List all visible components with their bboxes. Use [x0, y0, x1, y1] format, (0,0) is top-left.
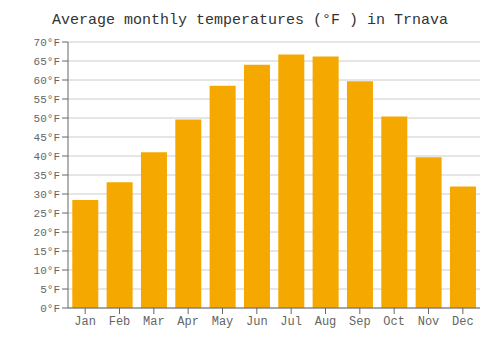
svg-text:55°F: 55°F [34, 94, 60, 106]
svg-text:Jun: Jun [246, 315, 268, 329]
svg-text:25°F: 25°F [34, 208, 60, 220]
svg-text:35°F: 35°F [34, 170, 60, 182]
svg-text:Jul: Jul [280, 315, 302, 329]
svg-text:Jan: Jan [74, 315, 96, 329]
svg-text:Mar: Mar [143, 315, 165, 329]
svg-text:15°F: 15°F [34, 246, 60, 258]
svg-text:Oct: Oct [383, 315, 405, 329]
svg-text:65°F: 65°F [34, 56, 60, 68]
svg-text:0°F: 0°F [40, 303, 60, 315]
svg-text:45°F: 45°F [34, 132, 60, 144]
svg-text:5°F: 5°F [40, 284, 60, 296]
svg-text:40°F: 40°F [34, 151, 60, 163]
svg-text:Sep: Sep [349, 315, 371, 329]
svg-text:60°F: 60°F [34, 75, 60, 87]
svg-text:50°F: 50°F [34, 113, 60, 125]
svg-text:Apr: Apr [177, 315, 199, 329]
svg-text:70°F: 70°F [34, 37, 60, 49]
svg-text:30°F: 30°F [34, 189, 60, 201]
svg-text:10°F: 10°F [34, 265, 60, 277]
svg-text:20°F: 20°F [34, 227, 60, 239]
svg-text:Feb: Feb [109, 315, 131, 329]
svg-text:Dec: Dec [452, 315, 474, 329]
html-text:Average monthly temperatures (: Average monthly temperatures (°F ) in Tr… [52, 12, 448, 29]
svg-text:May: May [212, 315, 234, 329]
svg-text:Nov: Nov [418, 315, 440, 329]
svg-text:Aug: Aug [315, 315, 337, 329]
